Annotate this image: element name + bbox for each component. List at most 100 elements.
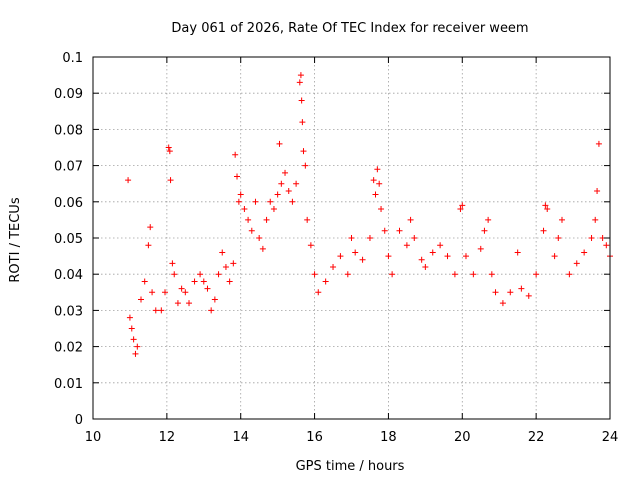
y-tick-label: 0.08	[54, 123, 83, 138]
data-point	[128, 325, 135, 332]
data-point	[125, 177, 132, 184]
data-point	[222, 263, 229, 270]
data-point	[581, 249, 588, 256]
x-tick-label: 16	[306, 430, 323, 445]
data-point	[544, 206, 551, 213]
data-point	[204, 285, 211, 292]
data-point	[235, 198, 242, 205]
y-tick-label: 0.02	[54, 341, 83, 356]
data-point	[230, 260, 237, 267]
data-point	[234, 173, 241, 180]
data-point	[259, 245, 266, 252]
data-point	[566, 271, 573, 278]
data-point	[197, 271, 204, 278]
data-point	[285, 187, 292, 194]
data-point	[374, 166, 381, 173]
data-point	[492, 289, 499, 296]
data-point	[389, 271, 396, 278]
data-point	[293, 180, 300, 187]
data-point	[381, 227, 388, 234]
x-tick-label: 20	[454, 430, 471, 445]
data-point	[245, 216, 252, 223]
data-point	[182, 289, 189, 296]
data-point	[178, 285, 185, 292]
data-point	[507, 289, 514, 296]
y-tick-label: 0.09	[54, 87, 83, 102]
data-point	[274, 191, 281, 198]
data-point	[470, 271, 477, 278]
data-point	[141, 278, 148, 285]
data-point	[376, 180, 383, 187]
data-point	[297, 72, 304, 79]
data-point	[208, 307, 215, 314]
data-point	[171, 271, 178, 278]
data-point	[167, 177, 174, 184]
data-point	[296, 79, 303, 86]
data-point	[594, 187, 601, 194]
data-point	[337, 253, 344, 260]
data-point	[256, 235, 263, 241]
data-point	[378, 206, 385, 213]
data-point	[348, 235, 355, 241]
data-point	[514, 249, 521, 256]
x-tick-label: 24	[602, 430, 619, 445]
data-point	[315, 289, 322, 296]
x-tick-label: 10	[85, 430, 102, 445]
y-tick-label: 0	[75, 413, 83, 428]
data-point	[370, 177, 377, 184]
y-tick-label: 0.04	[54, 268, 83, 283]
data-point	[134, 343, 141, 350]
x-tick-label: 14	[232, 430, 249, 445]
data-point	[603, 242, 610, 249]
data-point	[298, 97, 305, 104]
data-point	[219, 249, 226, 256]
data-point	[149, 289, 156, 296]
data-point	[237, 191, 244, 198]
data-point	[485, 216, 492, 223]
data-point	[191, 278, 198, 285]
data-point	[558, 216, 565, 223]
data-point	[241, 206, 248, 213]
data-point	[299, 119, 306, 126]
data-point	[499, 300, 506, 307]
data-point	[595, 140, 602, 147]
data-point	[457, 206, 464, 213]
data-point	[145, 242, 152, 249]
data-point	[211, 296, 218, 303]
data-point	[418, 256, 425, 263]
data-point	[152, 307, 159, 314]
data-point	[533, 271, 540, 278]
data-point	[462, 253, 469, 260]
data-point	[162, 289, 169, 296]
data-point	[147, 224, 154, 231]
axis-ticks	[92, 56, 611, 420]
y-tick-label: 0.05	[54, 232, 83, 247]
data-point	[344, 271, 351, 278]
x-tick-label: 12	[159, 430, 176, 445]
x-tick-label: 18	[380, 430, 397, 445]
data-point	[215, 271, 222, 278]
data-point	[282, 169, 289, 176]
data-point	[304, 216, 311, 223]
data-point	[588, 235, 595, 241]
tick-labels: 10 12 14 16 18 20 22 24 0 0.01 0.02 0.03 0.04 0.05 0.0…	[54, 51, 618, 445]
data-point	[359, 256, 366, 263]
data-point	[403, 242, 410, 249]
data-point	[429, 249, 436, 256]
y-tick-label: 0.1	[62, 51, 83, 66]
data-point	[132, 350, 139, 357]
data-point	[232, 151, 239, 158]
data-point	[252, 198, 259, 205]
data-point	[130, 336, 137, 343]
data-point	[592, 216, 599, 223]
data-point	[270, 206, 277, 213]
y-tick-label: 0.06	[54, 196, 83, 211]
x-tick-label: 22	[528, 430, 545, 445]
data-point	[158, 307, 165, 314]
data-point	[481, 227, 488, 234]
data-point	[126, 314, 133, 321]
y-tick-label: 0.03	[54, 304, 83, 319]
data-point	[542, 202, 549, 209]
